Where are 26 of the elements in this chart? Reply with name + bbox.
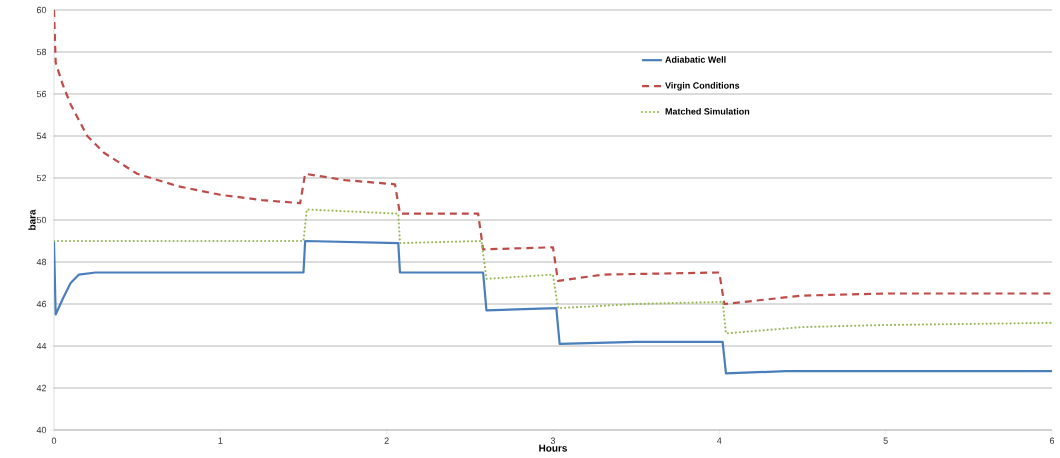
x-tick-label: 2 [384, 437, 389, 444]
y-tick-label: 56 [36, 90, 47, 98]
y-tick-label: 58 [36, 48, 47, 56]
y-tick-label: 48 [36, 258, 47, 266]
y-tick-label: 40 [36, 426, 47, 434]
x-tick-label: 3 [550, 437, 556, 444]
x-tick-label: 1 [218, 437, 223, 444]
line-series [54, 208, 1052, 335]
y-tick-label: 54 [36, 132, 47, 140]
legend-label: Adiabatic Well [665, 56, 726, 63]
line-series [54, 10, 1052, 306]
y-tick-label: 60 [36, 6, 47, 14]
legend-label: Virgin Conditions [665, 82, 740, 91]
y-tick-label: 50 [36, 216, 47, 224]
legend-label: Matched Simulation [665, 108, 750, 115]
y-tick-label: 52 [36, 174, 47, 182]
y-tick-label: 44 [36, 342, 47, 350]
y-tick-label: 42 [36, 384, 47, 392]
x-axis-title: Hours [539, 444, 567, 452]
x-tick-label: 6 [1049, 437, 1055, 444]
line-series [54, 239, 1052, 375]
x-tick-label: 0 [51, 437, 57, 444]
y-axis-title: bara [28, 209, 36, 230]
y-tick-label: 46 [36, 300, 47, 308]
x-tick-label: 4 [717, 437, 722, 444]
x-tick-label: 5 [883, 437, 888, 444]
